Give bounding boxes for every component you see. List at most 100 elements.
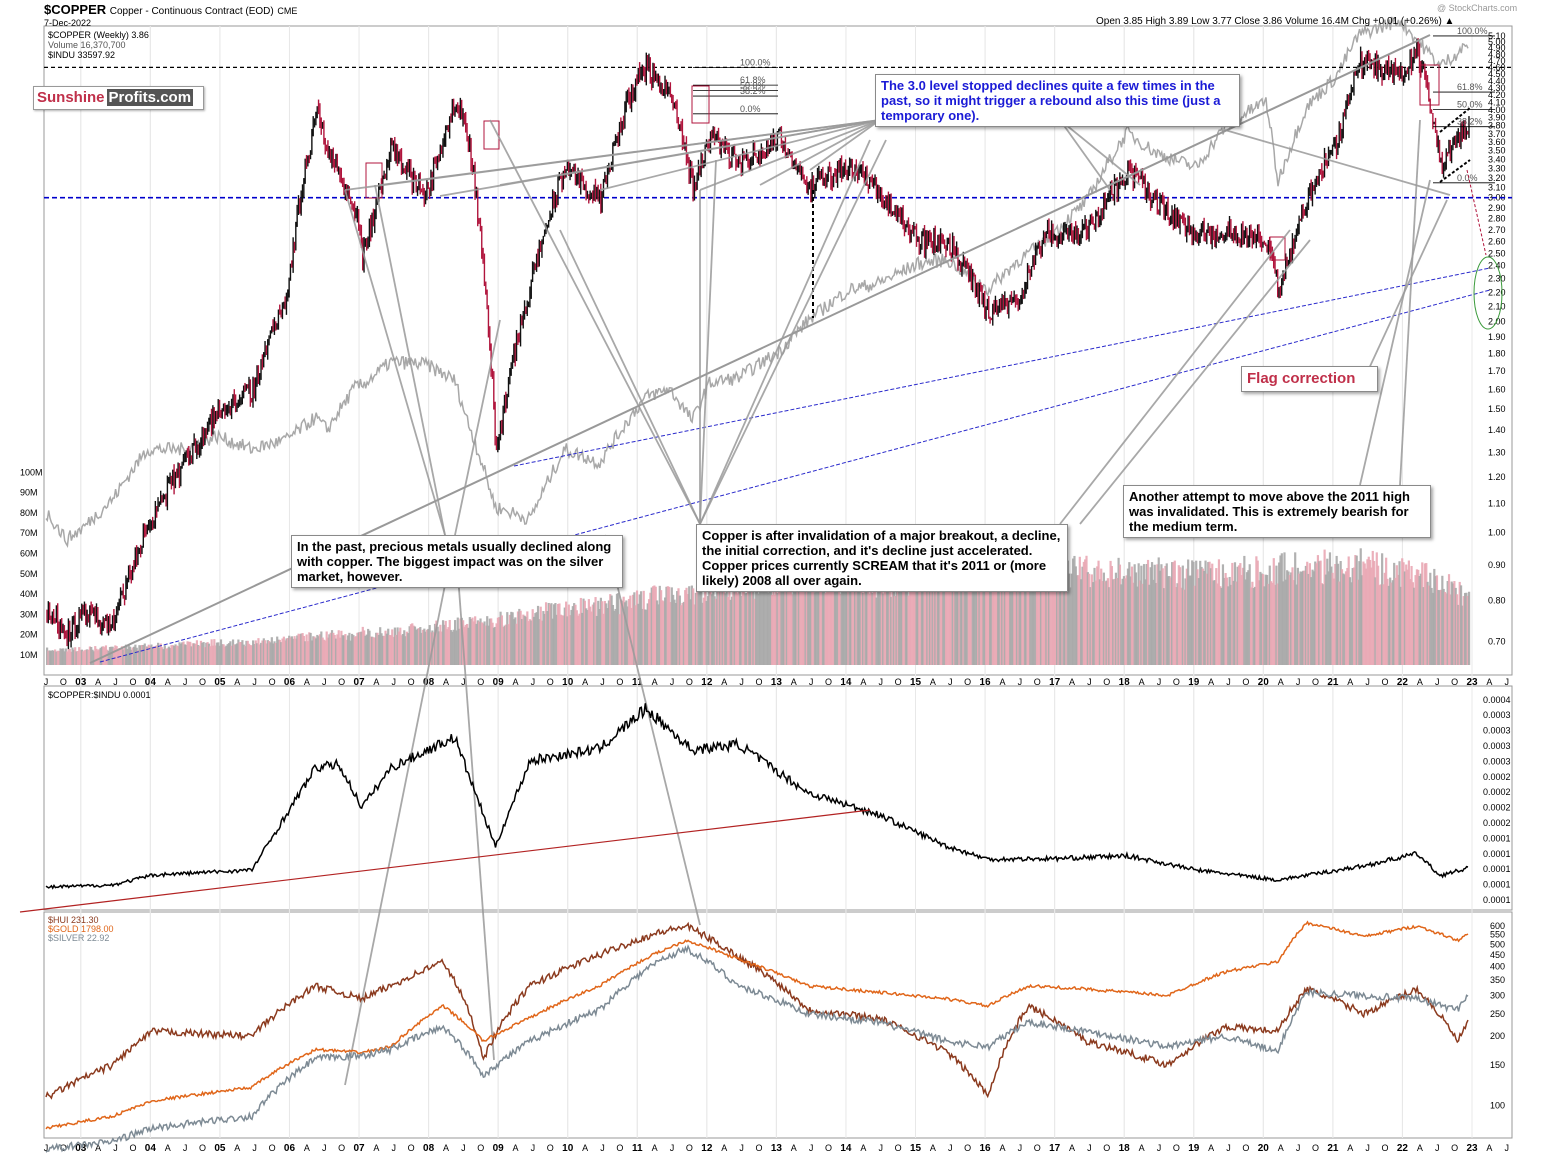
volume-bar (888, 574, 891, 665)
volume-bar (197, 644, 200, 665)
price-tick-1.40: 1.40 (1488, 425, 1506, 435)
metals-tick-400: 400 (1490, 962, 1505, 972)
volume-bar (821, 588, 825, 665)
volume-bar (999, 575, 1002, 665)
volume-bar (543, 613, 546, 665)
volume-bar (67, 649, 70, 665)
volume-bar (911, 589, 914, 665)
volume-bar (1310, 577, 1313, 665)
volume-bar (697, 587, 700, 665)
volume-bar (800, 583, 803, 665)
volume-bar (110, 646, 113, 665)
axis-bottom-month-2012-3: O (755, 1143, 762, 1153)
axis-top-month-2014-1: A (860, 677, 866, 687)
volume-bar (544, 602, 548, 665)
volume-bar (967, 580, 970, 665)
volume-bar (503, 625, 506, 665)
volume-bar (277, 639, 280, 665)
volume-bar (1005, 584, 1008, 665)
volume-bar (680, 605, 683, 665)
axis-bottom-year-15: 15 (910, 1143, 922, 1154)
volume-bar (140, 644, 144, 665)
volume-bar (1175, 587, 1178, 665)
volume-bar (1397, 574, 1400, 665)
ratio-tick-9: 0.0003 (1483, 756, 1511, 766)
volume-bar (252, 640, 255, 665)
volume-bar (676, 591, 679, 665)
volume-bar (107, 650, 110, 665)
volume-bar (594, 597, 597, 665)
volume-bar (1205, 573, 1208, 665)
volume-bar (320, 631, 323, 665)
volume-bar (194, 643, 197, 665)
volume-bar (1379, 584, 1382, 665)
volume-bar (408, 626, 411, 665)
volume-bar (1223, 577, 1226, 665)
volume-bar (111, 646, 114, 665)
volume-bar (721, 582, 724, 665)
volume-tick-20M: 20M (20, 630, 38, 640)
volume-bar (1255, 556, 1258, 665)
volume-bar (780, 570, 783, 665)
volume-bar (1320, 583, 1324, 665)
connector-line-23 (1059, 229, 1291, 525)
volume-bar (1059, 558, 1063, 665)
volume-bar (702, 597, 706, 665)
volume-bar (761, 572, 764, 665)
volume-bar (1225, 577, 1229, 665)
volume-bar (329, 632, 332, 665)
volume-bar (1181, 565, 1184, 665)
axis-top-month-2014-3: O (895, 677, 902, 687)
volume-bar (1013, 567, 1016, 665)
price-tick-1.00: 1.00 (1488, 528, 1506, 538)
volume-bar (1342, 573, 1345, 665)
axis-bottom-month-2017-1: A (1069, 1143, 1075, 1153)
volume-bar (856, 580, 859, 665)
volume-bar (387, 628, 390, 665)
volume-bar (734, 579, 738, 665)
volume-bar (96, 650, 100, 665)
volume-bar (1185, 568, 1188, 665)
volume-bar (654, 586, 657, 665)
volume-bar (569, 615, 572, 665)
volume-bar (367, 628, 370, 665)
axis-bottom-month-2021-1: A (1347, 1143, 1353, 1153)
price-panel-frame (43, 25, 1513, 676)
volume-bar (947, 573, 950, 665)
volume-bar (470, 619, 473, 665)
volume-bar (510, 611, 513, 665)
volume-bar (280, 642, 283, 665)
volume-bar (1138, 580, 1142, 665)
volume-bar (495, 623, 498, 665)
volume-bar (421, 629, 425, 665)
connector-line-27 (1365, 199, 1448, 376)
volume-bar (1455, 594, 1459, 665)
volume-bar (585, 608, 588, 665)
volume-bar (623, 602, 627, 665)
volume-bar (157, 642, 160, 665)
volume-bar (713, 596, 716, 665)
volume-bar (1441, 575, 1444, 665)
ohlc-readout: Open 3.85 High 3.89 Low 3.77 Close 3.86 … (1096, 16, 1455, 27)
volume-bar (254, 640, 257, 665)
volume-bar (1003, 560, 1007, 665)
volume-bar (1085, 555, 1088, 665)
volume-bar (1022, 576, 1025, 665)
volume-bar (1393, 562, 1396, 665)
volume-bar (1367, 556, 1370, 665)
volume-bar (1291, 567, 1294, 665)
volume-bar (47, 650, 50, 665)
volume-bar (708, 582, 711, 665)
axis-bottom-year-07: 07 (353, 1143, 365, 1154)
volume-bar (1437, 589, 1440, 665)
volume-bar (599, 597, 603, 665)
volume-bar (1046, 566, 1049, 665)
volume-bar (1150, 562, 1154, 665)
volume-bar (1041, 572, 1044, 665)
axis-top-month-2008-2: J (461, 677, 466, 687)
volume-bar (966, 567, 969, 665)
volume-bar (161, 647, 164, 665)
volume-bar (88, 646, 92, 665)
volume-bar (130, 649, 133, 665)
